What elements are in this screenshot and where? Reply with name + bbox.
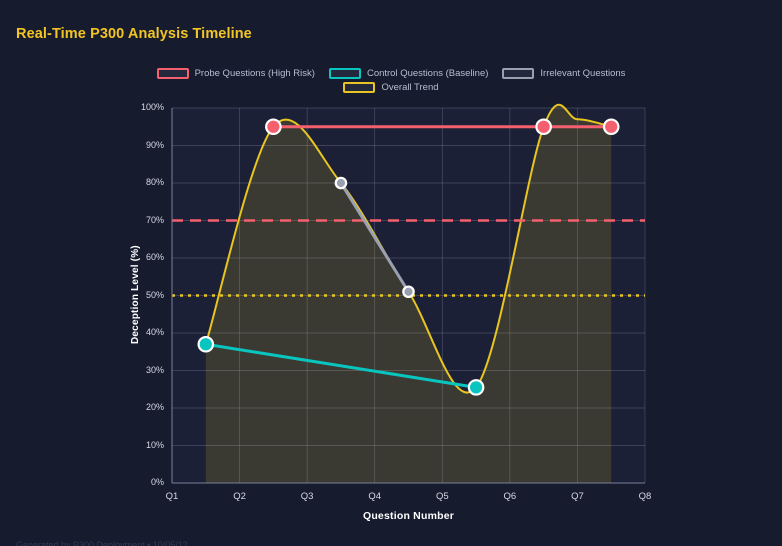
legend-label-trend: Overall Trend bbox=[381, 82, 439, 93]
x-tick-label: Q1 bbox=[165, 491, 179, 502]
data-point-control[interactable] bbox=[197, 335, 215, 353]
data-point-irrelevant[interactable] bbox=[402, 285, 415, 299]
legend-swatch-trend bbox=[343, 82, 376, 93]
x-tick-label: Q7 bbox=[571, 491, 584, 502]
legend-label-irrelevant: Irrelevant Questions bbox=[540, 68, 626, 79]
y-tick-label: 100% bbox=[140, 102, 164, 112]
legend-row-secondary: Overall Trend bbox=[343, 82, 439, 93]
page-title: Real-Time P300 Analysis Timeline bbox=[16, 26, 252, 42]
x-tick-label: Q4 bbox=[368, 491, 382, 502]
legend-row-primary: Probe Questions (High Risk) Control Ques… bbox=[156, 68, 625, 79]
series-line-control bbox=[204, 342, 478, 389]
legend-item-control[interactable]: Control Questions (Baseline) bbox=[328, 68, 489, 79]
y-tick-label: 0% bbox=[150, 477, 164, 487]
data-point-probe[interactable] bbox=[265, 118, 282, 136]
y-tick-label: 50% bbox=[145, 289, 164, 300]
x-tick-label: Q6 bbox=[503, 491, 517, 502]
x-axis-title: Question Number bbox=[362, 510, 455, 522]
x-tick-label: Q5 bbox=[435, 491, 449, 502]
series-line-irrelevant bbox=[339, 181, 410, 294]
legend-item-irrelevant[interactable]: Irrelevant Questions bbox=[502, 68, 625, 79]
footer-text: Generated by P300 Deployment • 10/05/12 bbox=[16, 540, 188, 546]
y-tick-label: 60% bbox=[145, 252, 164, 262]
data-point-control[interactable] bbox=[467, 379, 485, 396]
legend-swatch-control bbox=[328, 68, 361, 79]
chart-legend: Probe Questions (High Risk) Control Ques… bbox=[0, 68, 782, 93]
legend-label-control: Control Questions (Baseline) bbox=[366, 68, 489, 79]
y-tick-label: 40% bbox=[145, 327, 164, 337]
y-tick-label: 10% bbox=[145, 439, 164, 450]
y-tick-label: 90% bbox=[145, 139, 164, 150]
x-tick-label: Q2 bbox=[233, 491, 246, 502]
x-tick-label: Q8 bbox=[638, 491, 652, 502]
y-tick-label: 70% bbox=[145, 214, 164, 225]
legend-item-trend[interactable]: Overall Trend bbox=[343, 82, 439, 93]
data-point-probe[interactable] bbox=[535, 118, 552, 136]
y-tick-label: 80% bbox=[145, 177, 164, 187]
data-point-irrelevant[interactable] bbox=[334, 176, 348, 190]
legend-swatch-irrelevant bbox=[502, 68, 535, 79]
legend-swatch-probe bbox=[156, 68, 189, 79]
data-point-probe[interactable] bbox=[602, 118, 620, 136]
legend-label-probe: Probe Questions (High Risk) bbox=[194, 68, 315, 79]
y-tick-label: 20% bbox=[145, 402, 164, 412]
x-tick-label: Q3 bbox=[300, 491, 314, 502]
legend-item-probe[interactable]: Probe Questions (High Risk) bbox=[156, 68, 315, 79]
y-tick-label: 30% bbox=[145, 364, 164, 375]
